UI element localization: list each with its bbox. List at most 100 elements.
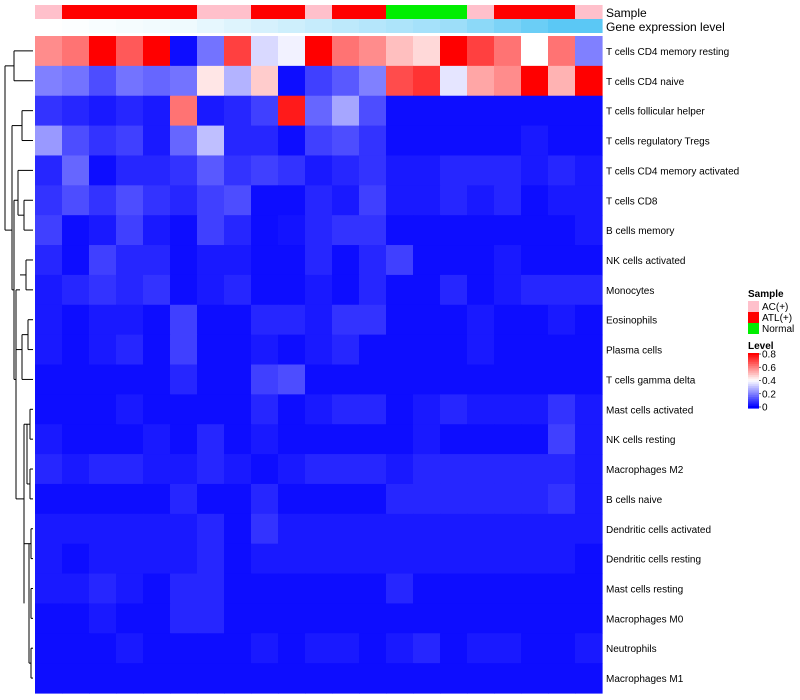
heatmap-cell [89, 424, 117, 455]
heatmap-cell [116, 633, 144, 664]
heatmap-cell [575, 543, 603, 575]
heatmap-cell [278, 185, 306, 216]
sample-annotation-cell [359, 5, 387, 19]
heatmap-cell [143, 603, 171, 634]
heatmap-cell [278, 334, 306, 366]
heatmap-cell [143, 483, 171, 515]
heatmap-cell [170, 483, 198, 515]
row-label: Mast cells resting [606, 584, 683, 595]
heatmap-cell [440, 573, 468, 605]
heatmap-cell [548, 633, 576, 664]
gene-annotation-cell [575, 19, 603, 33]
heatmap-cell [251, 633, 279, 664]
heatmap-cell [62, 573, 90, 605]
heatmap-cell [89, 65, 117, 97]
heatmap-cell [521, 334, 549, 366]
heatmap-cell [197, 334, 225, 366]
heatmap-cell [548, 36, 576, 67]
heatmap-cell [224, 155, 252, 186]
heatmap-cell [521, 215, 549, 246]
sample-annotation-cell [467, 5, 495, 19]
sample-legend-swatch [748, 301, 759, 312]
gene-annotation-cell [251, 19, 279, 33]
heatmap-cell [332, 36, 360, 67]
heatmap-cell [170, 274, 198, 306]
heatmap-cell [521, 573, 549, 605]
heatmap-cell [386, 663, 414, 694]
heatmap-cell [305, 483, 333, 515]
heatmap-cell [521, 543, 549, 575]
heatmap-cell [89, 364, 117, 395]
heatmap-cell [386, 573, 414, 605]
heatmap-cell [197, 245, 225, 276]
level-gradient-step [748, 400, 759, 404]
heatmap-cell [170, 513, 198, 545]
heatmap-cell [143, 155, 171, 186]
gene-annotation-cell [332, 19, 360, 33]
heatmap-cell [62, 65, 90, 97]
heatmap-cell [62, 215, 90, 246]
row-label: Macrophages M2 [606, 465, 684, 476]
heatmap-cell [332, 215, 360, 246]
heatmap-cell [413, 36, 441, 67]
heatmap-cell [197, 215, 225, 246]
heatmap-cell [197, 394, 225, 425]
heatmap-cell [224, 454, 252, 485]
heatmap-cell [170, 663, 198, 694]
heatmap-cell [224, 603, 252, 634]
level-gradient-step [748, 371, 759, 374]
heatmap-cell [548, 155, 576, 186]
sample-annotation-cell [116, 5, 144, 19]
heatmap-cell [170, 245, 198, 276]
heatmap-cell [440, 95, 468, 127]
level-legend-tick-label: 0.8 [762, 350, 776, 361]
sample-annotation-cell [440, 5, 468, 19]
heatmap-cell [440, 274, 468, 306]
heatmap-cell [197, 603, 225, 634]
heatmap-cell [548, 185, 576, 216]
heatmap-cell [413, 215, 441, 246]
heatmap-cell [278, 424, 306, 455]
level-gradient-step [748, 354, 759, 358]
heatmap-cell [440, 483, 468, 515]
sample-annotation-cell [62, 5, 90, 19]
heatmap-cell [332, 573, 360, 605]
gene-annotation-cell [494, 19, 522, 33]
heatmap-cell [116, 454, 144, 485]
heatmap-cells [35, 36, 603, 694]
heatmap-cell [224, 394, 252, 425]
sample-annotation-cell [278, 5, 306, 19]
heatmap-cell [440, 543, 468, 575]
heatmap-cell [386, 394, 414, 425]
heatmap-cell [251, 394, 279, 425]
heatmap-cell [62, 185, 90, 216]
heatmap-cell [305, 215, 333, 246]
heatmap-cell [197, 274, 225, 306]
heatmap-cell [386, 543, 414, 575]
heatmap-cell [440, 245, 468, 276]
row-label: Mast cells activated [606, 405, 693, 416]
heatmap-cell [575, 633, 603, 664]
heatmap-cell [251, 483, 279, 515]
heatmap-cell [62, 454, 90, 485]
heatmap-cell [278, 125, 306, 157]
heatmap-cell [197, 633, 225, 664]
heatmap-cell [359, 633, 387, 664]
level-gradient-step [748, 353, 759, 356]
heatmap-cell [332, 603, 360, 634]
heatmap-cell [224, 245, 252, 276]
heatmap-cell [575, 185, 603, 216]
heatmap-cell [143, 36, 171, 67]
heatmap-cell [197, 185, 225, 216]
heatmap-cell [521, 513, 549, 545]
heatmap-cell [62, 364, 90, 395]
heatmap-cell [575, 483, 603, 515]
row-label: T cells CD4 naive [606, 77, 685, 88]
heatmap-cell [224, 65, 252, 97]
level-gradient-step [748, 356, 759, 360]
level-legend-tick-label: 0.6 [762, 363, 776, 374]
heatmap-cell [575, 304, 603, 336]
gene-annotation-cell [278, 19, 306, 33]
heatmap-cell [89, 663, 117, 694]
heatmap-cell [440, 603, 468, 634]
